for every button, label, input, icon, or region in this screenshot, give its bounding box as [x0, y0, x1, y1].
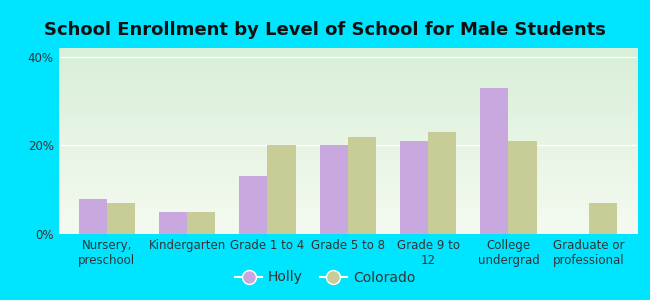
- Bar: [508, 141, 536, 234]
- Bar: [589, 203, 617, 234]
- Bar: [267, 146, 296, 234]
- Bar: [480, 88, 508, 234]
- Bar: [107, 203, 135, 234]
- Text: School Enrollment by Level of School for Male Students: School Enrollment by Level of School for…: [44, 21, 606, 39]
- Bar: [79, 199, 107, 234]
- Bar: [187, 212, 215, 234]
- Bar: [320, 146, 348, 234]
- Bar: [239, 176, 267, 234]
- Legend: Holly, Colorado: Holly, Colorado: [229, 265, 421, 290]
- Bar: [428, 132, 456, 234]
- Bar: [400, 141, 428, 234]
- Bar: [159, 212, 187, 234]
- Bar: [348, 136, 376, 234]
